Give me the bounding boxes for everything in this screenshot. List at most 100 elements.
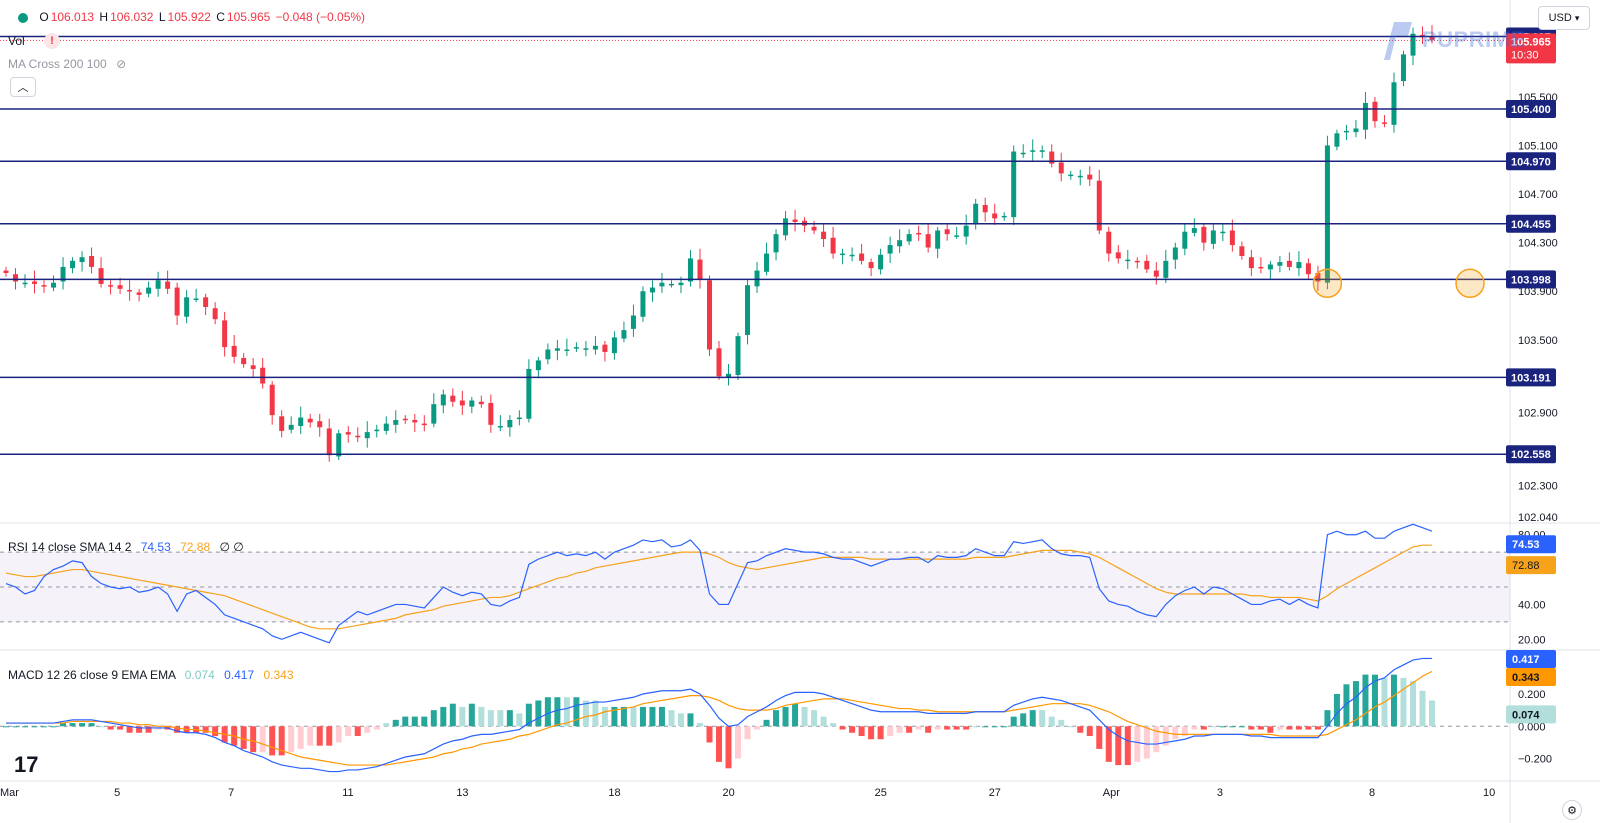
macd-hist-bar: [1143, 726, 1150, 759]
macd-hist-bar: [1352, 681, 1359, 727]
candle-body: [1267, 264, 1273, 270]
time-tick-label: 3: [1217, 787, 1223, 799]
level-price-label: 105.400: [1511, 104, 1551, 116]
low-label: L: [158, 10, 166, 24]
macd-hist-bar: [716, 726, 722, 762]
candle-body: [887, 245, 893, 254]
macd-hist-bar: [202, 726, 209, 733]
candle-body: [821, 231, 827, 239]
macd-hist-bar: [392, 719, 399, 727]
macd-hist-bar: [1295, 726, 1302, 730]
candle-body: [70, 260, 76, 269]
price-tick-label: 104.300: [1518, 238, 1558, 250]
candle-body: [1001, 215, 1007, 218]
macd-value-tag: [1506, 667, 1556, 686]
macd-hist-bar: [1362, 674, 1369, 727]
macd-hist-bar: [354, 726, 361, 736]
candle-body: [649, 287, 655, 293]
time-tick-label: 10: [1483, 787, 1495, 799]
vol-label[interactable]: Vol: [8, 34, 25, 48]
candle-body: [583, 348, 589, 350]
candle-body: [1258, 266, 1264, 269]
macd-hist-bar: [582, 700, 589, 727]
candle-body: [668, 283, 674, 286]
macd-hist-bar: [402, 716, 409, 727]
rsi-legend[interactable]: RSI 14 close SMA 14 2 74.53 72.88 ∅ ∅: [8, 540, 244, 554]
price-tick-label: 103.500: [1518, 335, 1558, 347]
candle-body: [1239, 246, 1245, 256]
candle-body: [1362, 102, 1368, 130]
candle-body: [32, 281, 38, 284]
macd-hist-bar: [1105, 726, 1112, 762]
level-price-label: 104.970: [1511, 156, 1551, 168]
macd-hist-bar: [88, 723, 95, 727]
candle-body: [469, 400, 475, 407]
candle-body: [630, 315, 636, 329]
candle-body: [1058, 162, 1064, 174]
macd-hist-bar: [811, 710, 818, 727]
macd-hist-bar: [1286, 726, 1293, 730]
candle-body: [250, 365, 256, 369]
puprime-logo: PUPRIME: [1376, 18, 1526, 62]
rsi-tick-label: 20.00: [1518, 634, 1546, 646]
candle-body: [298, 417, 304, 427]
puprime-logo-text: PUPRIME: [1422, 27, 1526, 52]
macd-value-tag: [1506, 649, 1556, 668]
candle-body: [659, 282, 665, 287]
candle-body: [773, 234, 779, 253]
macd-hist-bar: [1333, 694, 1340, 727]
macd-value-tag-label: 0.343: [1512, 672, 1540, 684]
warning-icon[interactable]: !: [44, 33, 60, 49]
candle-body: [1153, 270, 1159, 277]
macd-hist-bar: [364, 726, 371, 733]
macd-hist-bar: [773, 710, 780, 727]
candle-body: [897, 240, 903, 247]
candle-body: [241, 358, 247, 365]
settings-gear-icon[interactable]: ⚙: [1562, 800, 1582, 820]
collapse-legend-button[interactable]: ︿: [10, 77, 36, 97]
ma-cross-label[interactable]: MA Cross 200 100 ⊘: [8, 57, 126, 71]
candle-body: [478, 401, 484, 405]
candle-body: [1172, 247, 1178, 260]
macd-hist-bar: [1096, 726, 1103, 749]
macd-hist-bar: [449, 703, 456, 727]
macd-legend[interactable]: MACD 12 26 close 9 EMA EMA 0.074 0.417 0…: [8, 668, 294, 682]
currency-selector[interactable]: USD ▾: [1538, 6, 1590, 30]
macd-hist-bar: [658, 706, 665, 727]
macd-hist-bar: [820, 716, 827, 727]
macd-hist-bar: [801, 706, 808, 727]
macd-hist-bar: [411, 716, 418, 727]
macd-value-tag-label: 0.074: [1512, 709, 1540, 721]
macd-hist-bar: [782, 706, 789, 727]
candle-body: [1039, 150, 1045, 152]
candle-body: [402, 418, 408, 421]
time-tick-label: 20: [723, 787, 735, 799]
candle-body: [165, 281, 171, 289]
macd-hist-bar: [830, 723, 837, 727]
candle-body: [1182, 231, 1188, 249]
candle-body: [611, 337, 617, 354]
macd-hist-bar: [383, 723, 390, 727]
rsi-extra-values: ∅ ∅: [219, 540, 244, 554]
time-tick-label: 18: [608, 787, 620, 799]
hidden-eye-icon[interactable]: ⊘: [116, 57, 127, 71]
candle-body: [374, 429, 380, 432]
macd-hist-bar: [1010, 716, 1017, 727]
macd-hist-bar: [1115, 726, 1122, 766]
macd-hist-bar: [953, 726, 960, 730]
macd-hist-bar: [573, 697, 580, 727]
candle-body: [811, 226, 817, 231]
tradingview-logo: 17: [14, 752, 39, 777]
macd-hist-bar: [1077, 726, 1084, 733]
time-tick-label: 11: [342, 787, 353, 799]
candle-body: [602, 344, 608, 352]
candle-body: [307, 418, 313, 423]
macd-hist-bar: [22, 726, 29, 728]
rsi-value: 74.53: [140, 540, 171, 554]
macd-hist-bar: [79, 723, 86, 727]
level-price-tag: [1506, 445, 1556, 464]
macd-hist-bar: [1343, 684, 1350, 727]
level-price-tag: [1506, 270, 1556, 289]
macd-hist-bar: [1276, 726, 1283, 730]
